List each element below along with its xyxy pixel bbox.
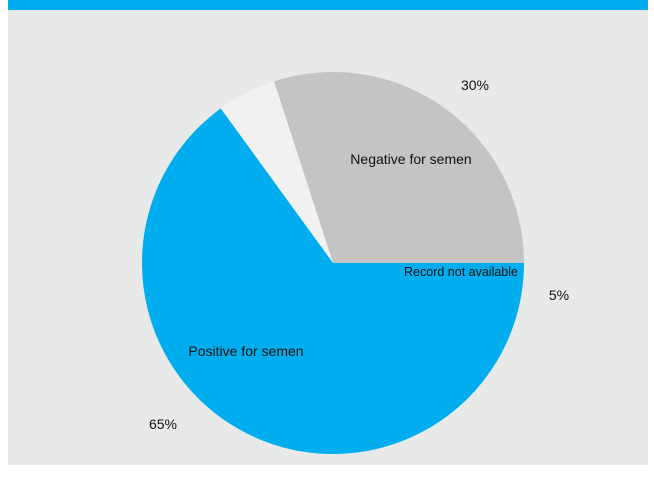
accent-bar: [8, 0, 648, 10]
pie-slice-unavailable: [220, 81, 333, 263]
percent-label-positive: 65%: [149, 416, 177, 432]
slice-label-negative: Negative for semen: [350, 151, 471, 167]
slice-label-positive: Positive for semen: [188, 343, 303, 359]
percent-label-unavailable: 5%: [549, 287, 569, 303]
pie-slice-positive: [141, 108, 524, 455]
percent-label-negative: 30%: [461, 77, 489, 93]
pie-slices: [141, 72, 524, 455]
slice-label-unavailable: Record not available: [404, 265, 518, 279]
pie-slice-negative: [273, 72, 524, 264]
